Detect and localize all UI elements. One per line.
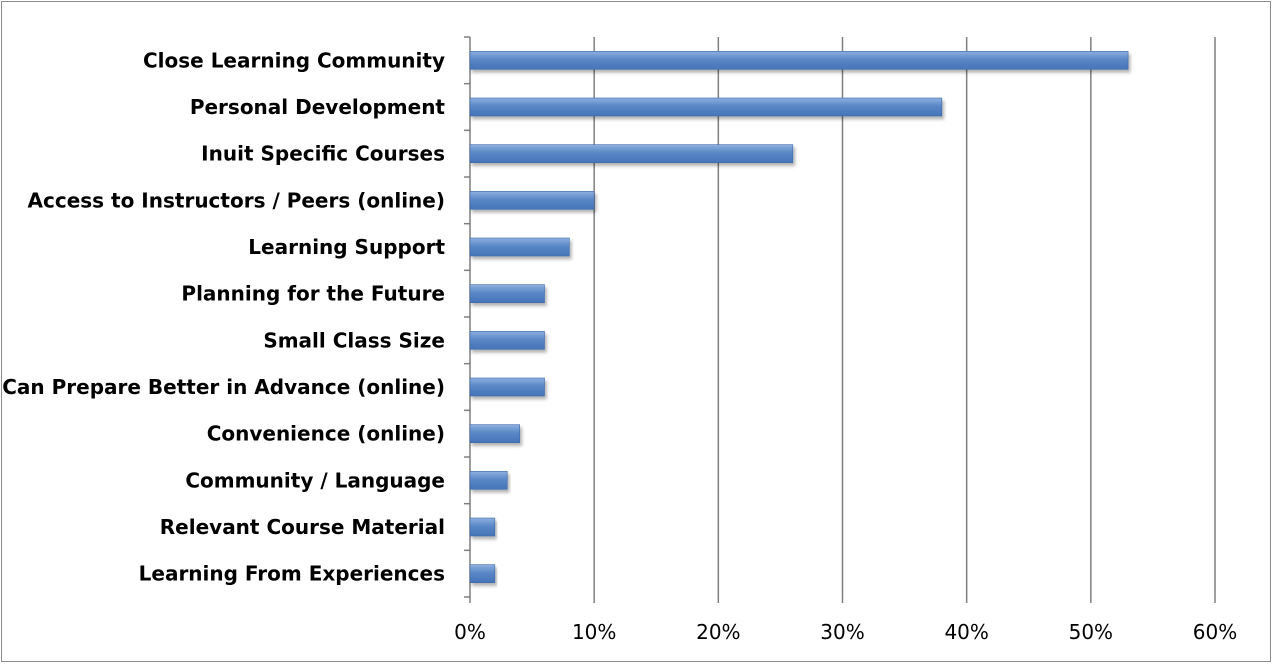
- category-label: Learning Support: [248, 235, 445, 259]
- category-label: Community / Language: [185, 468, 445, 492]
- gridlines: [464, 36, 1216, 603]
- bar: [469, 284, 545, 303]
- x-tick-label: 20%: [696, 620, 740, 644]
- bar: [469, 377, 545, 397]
- bar: [469, 331, 545, 350]
- bar: [469, 237, 570, 257]
- category-label: Planning for the Future: [181, 282, 445, 306]
- category-label: Relevant Course Material: [160, 515, 445, 539]
- bar: [469, 517, 496, 537]
- bar: [469, 97, 943, 117]
- category-label: Access to Instructors / Peers (online): [28, 188, 445, 212]
- category-label: Can Prepare Better in Advance (online): [2, 375, 445, 399]
- x-tick-label: 10%: [572, 620, 616, 644]
- x-tick-label: 40%: [944, 620, 988, 644]
- category-label: Personal Development: [190, 95, 446, 119]
- x-tick-label: 60%: [1193, 620, 1237, 644]
- category-label: Close Learning Community: [143, 48, 445, 72]
- bar: [469, 191, 595, 210]
- bars: [469, 51, 1129, 583]
- category-labels: Close Learning Community Personal Develop…: [2, 48, 445, 585]
- category-label: Learning From Experiences: [139, 562, 445, 586]
- category-label: Small Class Size: [263, 328, 445, 352]
- bar: [469, 144, 794, 163]
- x-tick-label: 0%: [454, 620, 486, 644]
- bar: [469, 51, 1129, 70]
- x-tick-labels: 0% 10% 20% 30% 40% 50% 60%: [454, 620, 1237, 644]
- category-label: Convenience (online): [207, 422, 445, 446]
- x-tick-label: 30%: [820, 620, 864, 644]
- category-label: Inuit Specific Courses: [201, 142, 445, 166]
- bar: [469, 424, 520, 443]
- bar: [469, 471, 508, 490]
- x-tick-label: 50%: [1069, 620, 1113, 644]
- bar: [469, 564, 496, 583]
